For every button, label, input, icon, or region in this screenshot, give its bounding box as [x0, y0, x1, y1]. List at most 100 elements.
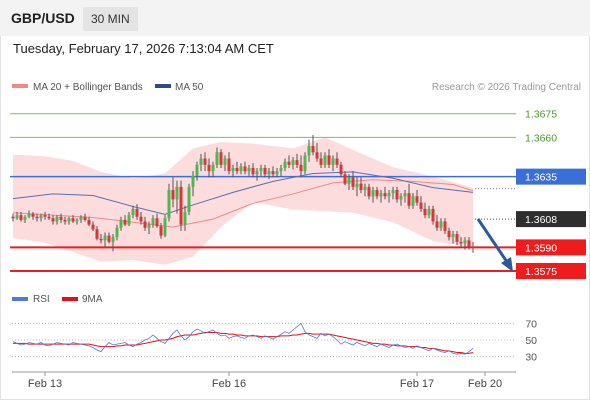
candle: [159, 223, 163, 239]
candle: [427, 205, 431, 219]
rsi-9ma-line: [13, 332, 474, 354]
key-levels: 1.3675 1.3660 1.3635 1.3590 1.3575 1.3608: [10, 109, 586, 279]
candle-body: [323, 155, 327, 165]
candle-body: [359, 183, 363, 190]
candle: [439, 218, 443, 231]
candle-body: [371, 190, 375, 197]
candle-body: [183, 212, 187, 225]
candle: [171, 177, 175, 208]
candle-body: [71, 218, 75, 222]
candle-body: [227, 158, 231, 172]
candle-body: [139, 216, 143, 222]
candle-body: [467, 240, 471, 247]
candle-body: [303, 155, 307, 172]
candle: [471, 241, 475, 253]
candle: [95, 226, 99, 241]
candle-body: [175, 186, 179, 200]
x-axis: Feb 13 Feb 16 Feb 17 Feb 20: [28, 372, 502, 390]
candle-body: [147, 224, 151, 228]
candle-body: [47, 216, 51, 219]
candle-body: [35, 216, 39, 219]
candle-body: [171, 190, 175, 200]
candle: [23, 215, 27, 224]
candle: [403, 190, 407, 203]
level-label-1.3635: 1.3635: [525, 172, 557, 184]
candle-body: [411, 196, 415, 206]
candle: [243, 161, 247, 175]
candle: [135, 204, 139, 220]
candle: [143, 216, 147, 231]
candle-body: [315, 152, 319, 159]
candle-body: [363, 186, 367, 190]
candle: [163, 215, 167, 238]
candle: [459, 237, 463, 249]
candle: [431, 205, 435, 225]
candle-body: [399, 196, 403, 200]
candle: [207, 158, 211, 178]
legend-label-9ma: 9MA: [82, 294, 103, 305]
candle-body: [55, 216, 59, 222]
candle: [271, 166, 275, 178]
candle-body: [275, 171, 279, 175]
candle: [19, 212, 23, 222]
candle-body: [267, 171, 271, 175]
candle-body: [83, 216, 87, 220]
candle: [387, 190, 391, 203]
candle-body: [223, 158, 227, 165]
candle-body: [471, 246, 475, 249]
candle-body: [279, 167, 283, 172]
level-label-1.3675: 1.3675: [525, 109, 557, 121]
bollinger-bands: [13, 137, 473, 265]
candle-body: [103, 235, 107, 241]
candle: [399, 193, 403, 206]
level-tag-1.3590: [516, 239, 586, 256]
candle: [251, 163, 255, 178]
candle-body: [435, 221, 439, 228]
candle: [343, 171, 347, 186]
candle-body: [287, 161, 291, 165]
candle: [395, 186, 399, 203]
candle-body: [407, 193, 411, 206]
candle: [167, 183, 171, 222]
candle: [375, 186, 379, 200]
candle-body: [351, 177, 355, 187]
bollinger-band-area: [13, 137, 473, 265]
candle-body: [135, 208, 139, 217]
candle: [59, 213, 63, 224]
candle-body: [207, 164, 211, 172]
candle-body: [167, 190, 171, 219]
candle: [155, 213, 159, 228]
legend-swatch-rsi: [12, 297, 28, 301]
candle-body: [403, 193, 407, 197]
candle-body: [331, 158, 335, 165]
candle: [415, 190, 419, 206]
candle: [263, 164, 267, 178]
candle-body: [179, 186, 183, 225]
candle: [287, 155, 291, 168]
candle: [119, 216, 123, 231]
candle-body: [151, 218, 155, 225]
rsi-tick-30: 30: [525, 352, 537, 364]
candle: [107, 232, 111, 244]
candle: [283, 158, 287, 172]
candle: [151, 215, 155, 228]
candle: [383, 186, 387, 200]
candle-body: [379, 193, 383, 197]
candle-body: [299, 164, 303, 172]
candle-body: [39, 215, 43, 219]
candle: [75, 218, 79, 225]
candle: [315, 142, 319, 162]
timeframe-button[interactable]: 30 MIN: [83, 7, 138, 31]
candle: [259, 164, 263, 176]
candle: [227, 152, 231, 175]
ma50-line: [12, 171, 474, 215]
candle-body: [59, 216, 63, 220]
candle: [43, 212, 47, 220]
candle: [451, 230, 455, 244]
level-label-1.3590: 1.3590: [525, 242, 557, 254]
legend-label-rsi: RSI: [33, 294, 50, 305]
candle-body: [63, 219, 67, 222]
candle-body: [447, 230, 451, 238]
candle-body: [115, 227, 119, 238]
